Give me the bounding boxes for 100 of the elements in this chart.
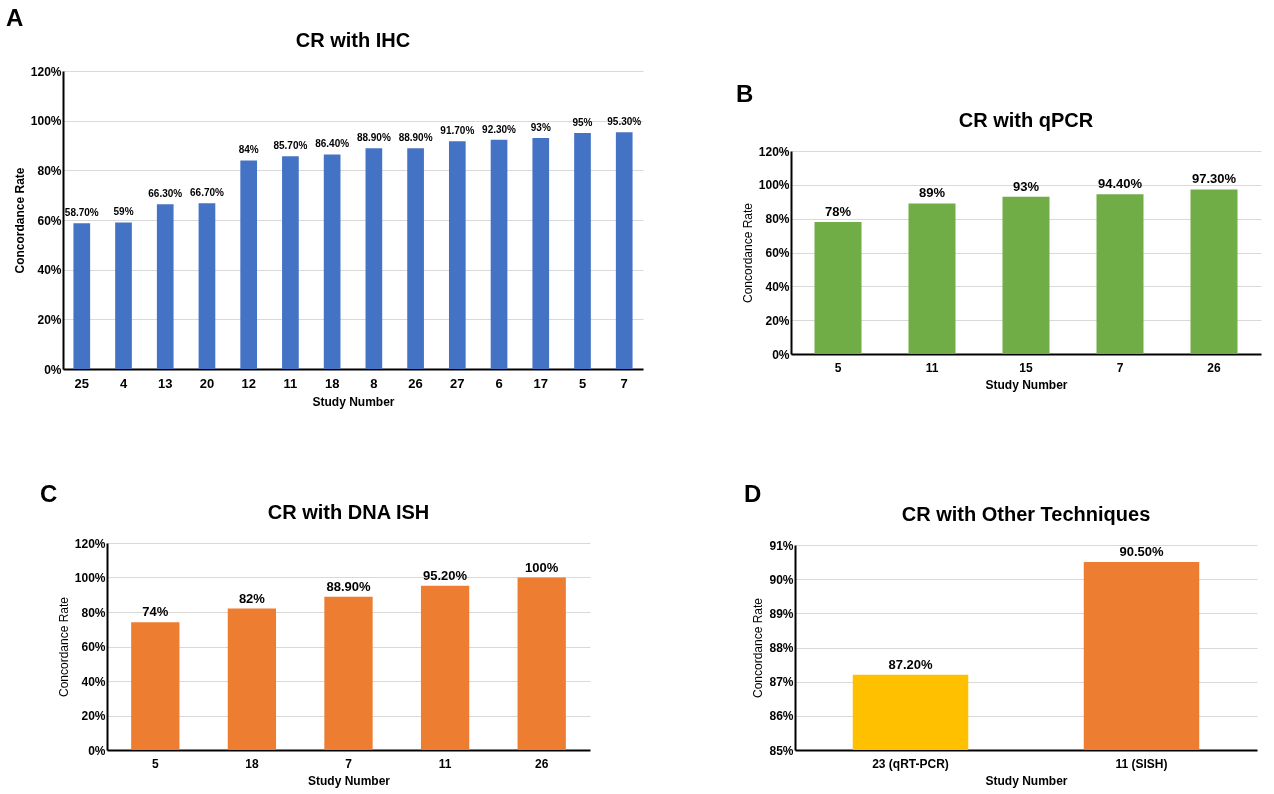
bar: [532, 138, 550, 369]
x-tick-label: 5: [151, 756, 159, 771]
y-tick-label: 89%: [769, 606, 794, 621]
y-tick-label: 85%: [769, 743, 794, 758]
y-tick-label: 20%: [765, 313, 790, 328]
bar: [1002, 196, 1050, 354]
x-tick-label: 20: [199, 375, 215, 391]
x-tick-label: 17: [533, 375, 548, 391]
data-label: 100%: [525, 559, 559, 575]
data-label: 59%: [113, 206, 134, 218]
x-tick-label: 5: [578, 375, 587, 391]
bar: [365, 148, 383, 369]
chart-title: CR with IHC: [295, 29, 411, 51]
x-tick-label: 23 (qRT-PCR): [872, 756, 949, 771]
y-tick-label: 60%: [765, 246, 790, 260]
y-tick-label: 91%: [769, 538, 794, 553]
bar: [131, 622, 180, 750]
data-label: 84%: [238, 144, 259, 156]
y-tick-label: 60%: [37, 213, 62, 228]
x-tick-label: 8: [370, 375, 378, 391]
y-tick-label: 120%: [74, 536, 106, 551]
y-tick-label: 0%: [772, 347, 790, 362]
bar: [227, 608, 277, 750]
y-tick-label: 80%: [765, 212, 790, 227]
bar: [240, 160, 258, 369]
y-tick-label: 40%: [81, 674, 106, 689]
y-tick-label: 0%: [88, 743, 106, 758]
x-tick-label: 12: [241, 375, 256, 391]
x-tick-label: 11 (SISH): [1115, 756, 1168, 771]
data-label: 88.90%: [398, 132, 433, 144]
x-tick-label: 7: [1116, 360, 1124, 375]
y-tick-label: 40%: [765, 279, 790, 294]
y-axis-title: Concordance Rate: [56, 596, 71, 698]
data-label: 66.30%: [148, 188, 183, 200]
x-tick-label: 6: [495, 375, 503, 391]
bar: [115, 222, 132, 369]
data-label: 74%: [142, 604, 169, 620]
data-label: 85.70%: [273, 140, 308, 152]
x-axis-title: Study Number: [985, 773, 1068, 788]
data-label: 95.20%: [423, 567, 468, 583]
data-label: 87.20%: [888, 656, 933, 672]
data-label: 82%: [238, 590, 266, 606]
y-tick-label: 20%: [37, 312, 62, 327]
data-label: 92.30%: [482, 123, 517, 135]
text: C: [40, 480, 58, 508]
x-tick-label: 4: [119, 375, 128, 391]
x-tick-label: 15: [1019, 360, 1033, 375]
bar: [814, 222, 862, 354]
x-tick-label: 18: [324, 375, 340, 391]
chart-title: CR with DNA ISH: [267, 501, 430, 523]
chart-title: CR with Other Techniques: [901, 503, 1151, 525]
y-tick-label: 20%: [81, 709, 106, 723]
data-label: 78%: [824, 204, 852, 220]
y-tick-label: 120%: [30, 64, 62, 79]
x-tick-label: 26: [408, 375, 423, 391]
y-tick-label: 80%: [37, 163, 62, 178]
x-axis-title: Study Number: [985, 377, 1068, 392]
data-label: 93%: [530, 122, 551, 134]
text: B: [736, 80, 754, 108]
bar: [574, 133, 591, 369]
bar: [198, 203, 216, 369]
y-tick-label: 88%: [769, 641, 794, 655]
data-label: 66.70%: [190, 187, 225, 199]
y-tick-label: 80%: [81, 605, 106, 620]
data-label: 95%: [572, 117, 593, 129]
bar: [1190, 189, 1238, 354]
x-axis-title: Study Number: [312, 394, 395, 409]
y-tick-label: 100%: [30, 114, 62, 129]
text: A: [6, 4, 24, 32]
data-label: 91.70%: [440, 125, 475, 137]
data-label: 89%: [918, 185, 946, 201]
x-tick-label: 25: [74, 375, 90, 391]
y-tick-label: 120%: [758, 144, 790, 159]
data-label: 93%: [1012, 178, 1040, 194]
y-tick-label: 40%: [37, 263, 62, 278]
y-tick-label: 60%: [81, 640, 106, 654]
data-label: 58.70%: [64, 207, 99, 219]
bar: [448, 141, 466, 369]
text: D: [744, 480, 762, 508]
bar: [420, 585, 470, 750]
x-tick-label: 18: [245, 756, 259, 771]
x-tick-label: 27: [450, 375, 465, 391]
data-label: 86.40%: [315, 138, 350, 150]
data-label: 94.40%: [1097, 176, 1143, 192]
x-tick-label: 7: [345, 756, 353, 771]
bar: [282, 156, 299, 369]
bar: [407, 148, 424, 369]
bar: [323, 154, 341, 369]
x-tick-label: 5: [834, 360, 842, 375]
x-tick-label: 11: [925, 360, 939, 375]
x-tick-label: 26: [1207, 360, 1221, 375]
y-tick-label: 100%: [74, 571, 106, 585]
y-tick-label: 86%: [769, 709, 794, 724]
y-tick-label: 100%: [758, 178, 790, 193]
y-tick-label: 90%: [769, 572, 794, 587]
y-tick-label: 0%: [44, 362, 62, 377]
data-label: 95.30%: [607, 116, 642, 128]
data-label: 90.50%: [1119, 544, 1164, 560]
chart-title: CR with qPCR: [958, 109, 1094, 131]
bar: [73, 223, 91, 369]
